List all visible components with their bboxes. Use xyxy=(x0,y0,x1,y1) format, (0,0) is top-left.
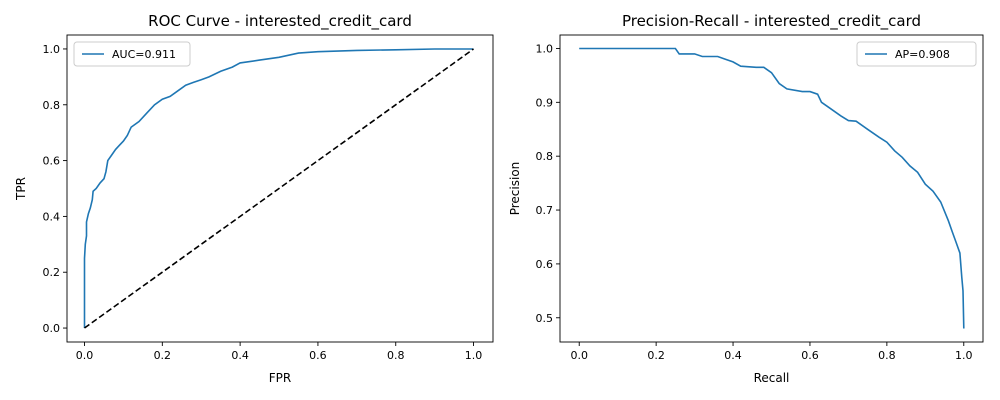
x-tick-label: 0.6 xyxy=(309,349,327,362)
legend-label: AUC=0.911 xyxy=(112,48,176,61)
x-tick-label: 0.2 xyxy=(647,349,665,362)
chart-title: Precision-Recall - interested_credit_car… xyxy=(622,12,921,31)
chart-title: ROC Curve - interested_credit_card xyxy=(148,12,412,31)
series-line-0-1 xyxy=(84,48,474,329)
x-tick-label: 0.8 xyxy=(878,349,896,362)
x-tick-label: 0.0 xyxy=(570,349,588,362)
y-tick-label: 0.9 xyxy=(536,96,554,109)
y-tick-label: 0.8 xyxy=(43,99,61,112)
y-tick-label: 1.0 xyxy=(43,43,61,56)
x-axis-label: FPR xyxy=(269,371,291,385)
plot-frame xyxy=(66,34,494,343)
y-tick-label: 0.4 xyxy=(43,210,61,223)
y-tick-label: 1.0 xyxy=(536,42,554,55)
chart-0: 0.0 0.2 0.4 0.6 0.8 1.0 0.0 0.2 0.4 0.6 0.8 1.0 ROC … xyxy=(14,12,494,385)
y-tick-label: 0.8 xyxy=(536,150,554,163)
legend-box xyxy=(856,41,977,67)
y-tick-label: 0.2 xyxy=(43,266,61,279)
x-tick-label: 0.0 xyxy=(76,349,94,362)
series-line-1-0 xyxy=(579,47,965,329)
x-tick-label: 1.0 xyxy=(955,349,973,362)
series-line-0-0 xyxy=(83,48,474,328)
legend-label: AP=0.908 xyxy=(895,48,950,61)
x-tick-label: 1.0 xyxy=(465,349,483,362)
y-axis-label: Precision xyxy=(508,162,522,216)
x-axis-label: Recall xyxy=(754,371,790,385)
y-tick-label: 0.6 xyxy=(43,155,61,168)
legend: AUC=0.911 xyxy=(73,41,191,67)
legend-box xyxy=(73,41,191,67)
y-tick-label: 0.5 xyxy=(536,312,554,325)
y-tick-label: 0.6 xyxy=(536,258,554,271)
y-tick-label: 0.0 xyxy=(43,322,61,335)
x-tick-label: 0.4 xyxy=(724,349,742,362)
x-tick-label: 0.4 xyxy=(231,349,249,362)
legend: AP=0.908 xyxy=(856,41,977,67)
y-axis-label: TPR xyxy=(14,177,28,201)
x-tick-label: 0.8 xyxy=(387,349,405,362)
chart-1: 0.0 0.2 0.4 0.6 0.8 1.0 0.5 0.6 0.7 0.8 0.9 1.0 Prec… xyxy=(508,12,984,385)
plot-frame xyxy=(559,34,984,343)
x-tick-label: 0.6 xyxy=(801,349,819,362)
y-tick-label: 0.7 xyxy=(536,204,554,217)
x-tick-label: 0.2 xyxy=(154,349,172,362)
